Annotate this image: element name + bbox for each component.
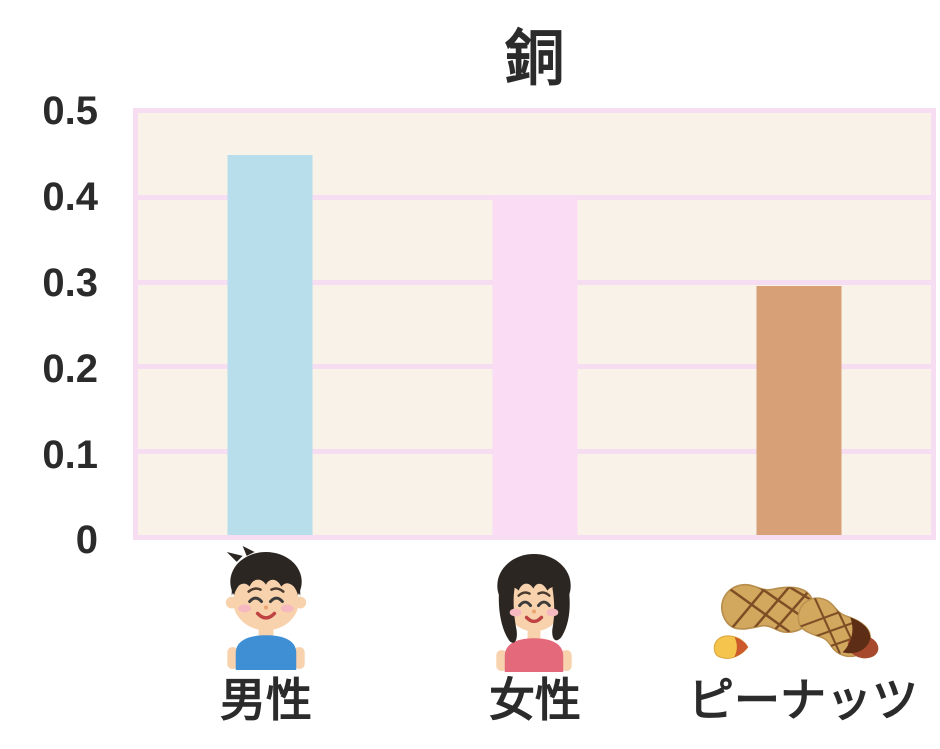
category-label-female: 女性 bbox=[489, 674, 581, 726]
boy-face-icon bbox=[218, 546, 314, 670]
bar-male bbox=[227, 155, 313, 535]
category-label-peanuts: ピーナッツ bbox=[688, 674, 918, 726]
y-axis-tick: 0.4 bbox=[42, 175, 98, 219]
bar-peanuts bbox=[756, 286, 842, 535]
y-axis-tick: 0.5 bbox=[42, 89, 98, 133]
plot-area bbox=[133, 108, 936, 540]
category-label-male: 男性 bbox=[220, 674, 312, 726]
chart-title: 銅 bbox=[504, 25, 565, 92]
y-axis-tick: 0.2 bbox=[42, 347, 98, 391]
y-axis-tick: 0.1 bbox=[42, 433, 98, 477]
y-axis-tick: 0.3 bbox=[42, 261, 98, 305]
y-axis-tick: 0 bbox=[75, 518, 98, 562]
bar-female bbox=[492, 197, 577, 535]
peanuts-icon bbox=[702, 554, 900, 670]
girl-face-icon bbox=[486, 548, 582, 672]
